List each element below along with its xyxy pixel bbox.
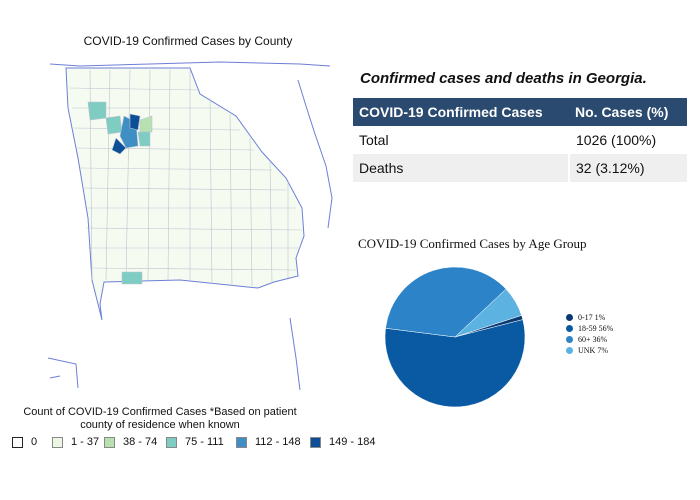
age-group-pie-chart	[384, 266, 526, 408]
legend-item: 75 - 111	[166, 434, 224, 450]
table-header: No. Cases (%)	[569, 98, 687, 126]
pie-legend-dot	[566, 325, 573, 332]
legend-label: 75 - 111	[185, 436, 224, 448]
pie-legend-dot	[566, 336, 573, 343]
pie-legend: 0-17 1% 18-59 56% 60+ 36% UNK 7%	[566, 312, 613, 356]
legend-swatch	[52, 436, 63, 448]
pie-slice	[385, 266, 507, 338]
map-legend: 0 1 - 37 38 - 74 75 - 111 112 - 148 149 …	[12, 434, 392, 452]
state-borders	[47, 61, 333, 391]
legend-item: 0	[12, 434, 37, 450]
table-cell: Total	[353, 126, 570, 154]
legend-swatch	[12, 436, 23, 448]
table-cell: 32 (3.12%)	[569, 154, 687, 182]
legend-label: 1 - 37	[71, 436, 100, 448]
legend-item: 1 - 37	[52, 434, 99, 450]
pie-legend-item: 60+ 36%	[566, 334, 613, 345]
legend-swatch	[236, 436, 247, 448]
legend-item: 112 - 148	[236, 434, 301, 450]
legend-label: 149 - 184	[329, 436, 376, 448]
table-cell: Deaths	[353, 154, 570, 182]
legend-label: 112 - 148	[255, 436, 301, 448]
table-row: Deaths 32 (3.12%)	[353, 154, 687, 182]
table-cell: 1026 (100%)	[569, 126, 687, 154]
county-lines	[69, 69, 303, 287]
table-row: Total 1026 (100%)	[353, 126, 687, 154]
legend-label: 0	[31, 436, 38, 448]
pie-title: COVID-19 Confirmed Cases by Age Group	[358, 236, 587, 251]
legend-label: 38 - 74	[123, 436, 158, 448]
table-header: COVID-19 Confirmed Cases	[353, 98, 569, 126]
pie-slice	[384, 319, 526, 408]
pie-legend-label: 18-59 56%	[578, 324, 614, 333]
pie-legend-dot	[566, 314, 573, 321]
legend-item: 149 - 184	[310, 434, 375, 450]
county-map	[47, 61, 333, 391]
legend-swatch	[104, 436, 115, 448]
pie-legend-label: 60+ 36%	[578, 335, 608, 344]
legend-swatch	[166, 436, 177, 448]
pie-legend-label: UNK 7%	[578, 346, 608, 355]
pie-legend-item: 18-59 56%	[566, 323, 613, 334]
cases-table: COVID-19 Confirmed Cases No. Cases (%) T…	[353, 98, 687, 182]
legend-swatch	[310, 436, 321, 448]
highlighted-counties	[87, 101, 153, 285]
pie-legend-dot	[566, 347, 573, 354]
pie-slice	[454, 288, 522, 338]
table-header-row: COVID-19 Confirmed Cases No. Cases (%)	[353, 98, 687, 126]
pie-legend-label: 0-17 1%	[578, 313, 606, 322]
pie-legend-item: UNK 7%	[566, 345, 613, 356]
table-title: Confirmed cases and deaths in Georgia.	[360, 70, 647, 87]
legend-title: Count of COVID-19 Confirmed Cases *Based…	[23, 406, 297, 431]
pie-legend-item: 0-17 1%	[566, 312, 613, 323]
map-title: COVID-19 Confirmed Cases by County	[83, 34, 293, 48]
pie-slices	[384, 266, 526, 408]
legend-item: 38 - 74	[104, 434, 157, 450]
